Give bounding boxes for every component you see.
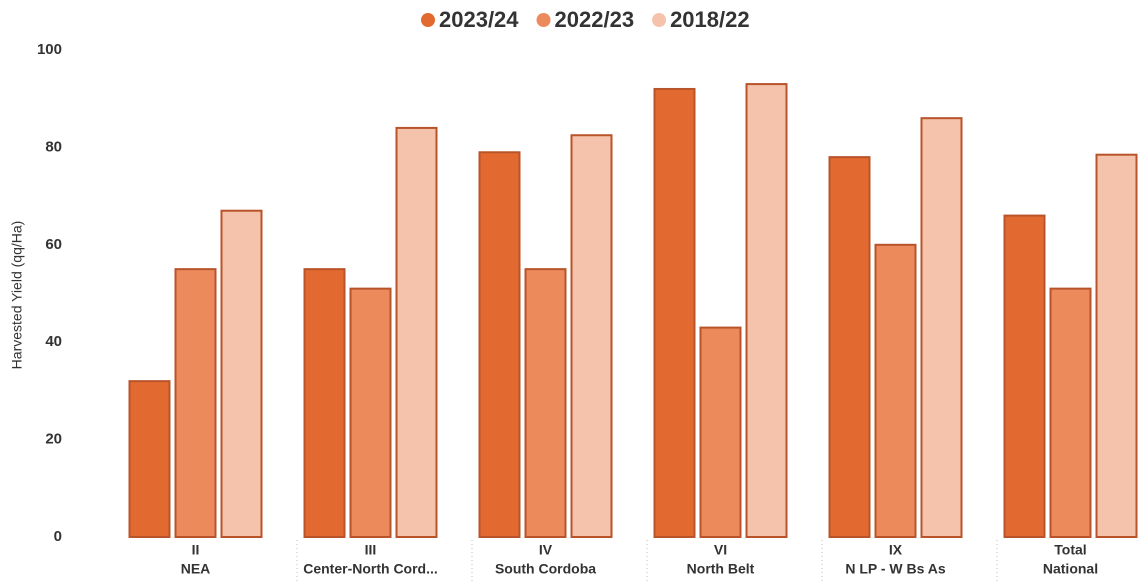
x-tick-label: Total [1054, 542, 1086, 558]
x-tick-label: VI [714, 542, 727, 558]
y-tick-label: 80 [45, 138, 62, 155]
bar [128, 380, 171, 538]
bar [1095, 153, 1138, 539]
x-tick-label: North Belt [687, 561, 755, 577]
bar [1003, 214, 1046, 539]
x-tick-label: II [192, 542, 200, 558]
bar [699, 326, 742, 538]
x-tick-label: National [1043, 561, 1098, 577]
x-tick-label: IX [889, 542, 903, 558]
y-axis-label: Harvested Yield (qq/Ha) [9, 221, 25, 370]
bar [828, 156, 871, 538]
x-tick-label: III [365, 542, 377, 558]
x-tick-label: South Cordoba [495, 561, 596, 577]
bar [220, 209, 263, 539]
x-tick-label: N LP - W Bs As [845, 561, 946, 577]
y-tick-label: 40 [45, 333, 62, 350]
legend-marker [421, 13, 435, 27]
bar [174, 268, 217, 538]
legend-marker [536, 13, 551, 27]
bar [570, 134, 613, 538]
x-tick-label: NEA [181, 561, 211, 577]
bar [349, 287, 392, 538]
bar [1049, 287, 1092, 538]
bar [478, 151, 521, 539]
bar [874, 243, 917, 539]
legend-marker [652, 13, 667, 27]
x-tick-label: IV [539, 542, 553, 558]
bar [920, 117, 963, 539]
bar [524, 268, 567, 538]
bar [395, 126, 438, 538]
bar [745, 83, 788, 538]
y-tick-label: 20 [45, 431, 62, 448]
y-tick-label: 60 [45, 236, 62, 253]
legend-label: 2022/23 [555, 7, 635, 32]
legend-label: 2023/24 [439, 7, 519, 32]
y-tick-label: 100 [37, 41, 62, 58]
legend-label: 2018/22 [670, 7, 750, 32]
y-tick-label: 0 [54, 528, 62, 545]
bar [653, 87, 696, 539]
x-tick-label: Center-North Cord... [303, 561, 438, 577]
bar [303, 268, 346, 538]
